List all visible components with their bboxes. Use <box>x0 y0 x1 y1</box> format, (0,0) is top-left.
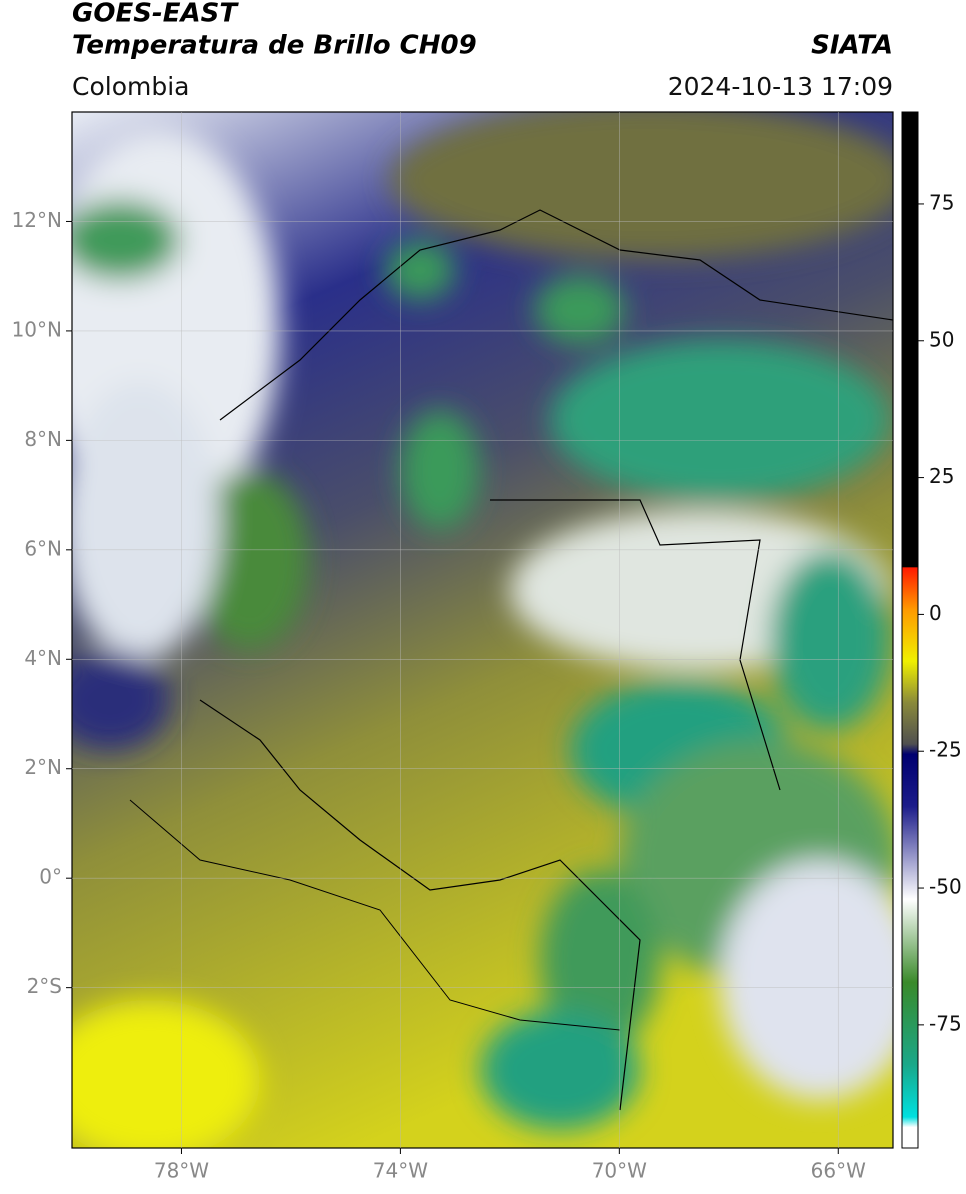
colorbar-tick-label: -25 <box>929 738 962 762</box>
x-tick-label: 78°W <box>154 1159 209 1183</box>
y-tick-label: 2°N <box>24 755 62 779</box>
colorbar-tick-label: -50 <box>929 875 962 899</box>
y-tick-label: 8°N <box>24 427 62 451</box>
map-frame <box>71 111 894 1149</box>
datetime: 2024-10-13 17:09 <box>668 72 893 101</box>
colorbar-tick-label: -75 <box>929 1011 962 1035</box>
y-tick-label: 0° <box>39 865 62 889</box>
x-tick-label: 74°W <box>373 1159 428 1183</box>
colorbar-tick-label: 50 <box>929 327 954 351</box>
x-tick-label: 66°W <box>811 1159 866 1183</box>
title: GOES-EAST <box>72 0 239 29</box>
colorbar <box>901 111 919 1149</box>
colorbar-tick-label: 75 <box>929 190 954 214</box>
y-tick-label: 12°N <box>12 208 62 232</box>
subtitle: Temperatura de Brillo CH09 <box>72 31 477 61</box>
source: SIATA <box>811 31 893 61</box>
y-tick-label: 10°N <box>12 317 62 341</box>
y-tick-label: 4°N <box>24 646 62 670</box>
colorbar-tick-label: 0 <box>929 601 942 625</box>
y-tick-label: 6°N <box>24 536 62 560</box>
region: Colombia <box>72 72 189 101</box>
y-tick-label: 2°S <box>27 974 62 998</box>
satellite-image <box>72 112 893 1148</box>
colorbar-tick-label: 25 <box>929 464 954 488</box>
x-tick-label: 70°W <box>592 1159 647 1183</box>
